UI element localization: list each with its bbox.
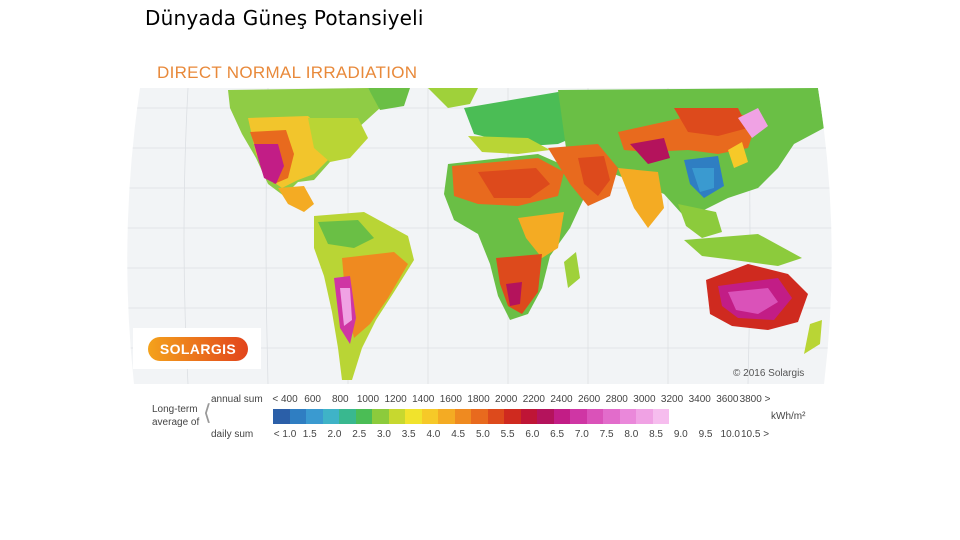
indonesia: [684, 234, 802, 266]
legend-swatch: [487, 409, 504, 424]
annual-tick-label: 800: [331, 394, 349, 405]
legend-caption-line2: average of: [152, 417, 200, 428]
daily-tick-label: < 1.0: [273, 429, 297, 440]
legend-swatch: [388, 409, 405, 424]
legend-swatch: [339, 409, 356, 424]
daily-tick-row: < 1.0 1.5 2.0 2.5 3.0 3.5 4.0 4.5 5.0 5.5 6.0 6.5 7.…: [273, 429, 793, 443]
legend-swatch: [603, 409, 620, 424]
daily-tick-label: 8.5: [649, 429, 663, 440]
daily-tick-label: 2.0: [327, 429, 342, 440]
asia: [548, 88, 824, 238]
annual-tick-label: 3400: [688, 394, 711, 405]
daily-tick-label: 1.5: [302, 429, 317, 440]
annual-tick-label: 1200: [384, 394, 407, 405]
annual-tick-label: 2600: [577, 394, 601, 405]
annual-tick-label: 3200: [660, 394, 684, 405]
australia: [706, 264, 808, 330]
daily-tick-label: 9.5: [698, 429, 713, 440]
annual-tick-label: 3600: [716, 394, 739, 405]
daily-tick-label: 6.0: [525, 429, 540, 440]
daily-tick-label: 5.5: [500, 429, 515, 440]
legend-caption: Long-term average of: [152, 403, 199, 429]
solargis-logo: SOLARGIS: [133, 328, 261, 369]
daily-tick-label: 8.0: [624, 429, 639, 440]
daily-tick-label: 7.5: [599, 429, 614, 440]
south-america: [314, 212, 414, 380]
legend-swatch: [454, 409, 471, 424]
annual-tick-row: < 400 600 800 1000 1200 1400 1600 1800 2000 2200 2…: [272, 394, 793, 408]
legend-swatch: [619, 409, 636, 424]
annual-tick-label: 3800 >: [739, 394, 771, 405]
north-america: [228, 88, 410, 212]
legend-swatch: [570, 409, 587, 424]
legend-swatch: [504, 409, 521, 424]
annual-tick-label: 2000: [495, 394, 518, 405]
africa: [444, 154, 584, 320]
annual-tick-label: 1600: [439, 394, 462, 405]
new-zealand: [804, 320, 822, 354]
daily-sum-label: daily sum: [211, 429, 254, 440]
legend-swatch: [273, 409, 290, 424]
legend-swatch: [553, 409, 570, 424]
daily-tick-label: 10.0: [720, 429, 740, 440]
legend-swatch: [537, 409, 554, 424]
annual-tick-label: 1000: [356, 394, 380, 405]
legend-swatch: [405, 409, 422, 424]
legend-swatch: [438, 409, 455, 424]
daily-tick-label: 4.0: [426, 429, 441, 440]
annual-tick-label: 3000: [633, 394, 656, 405]
logo-text: SOLARGIS: [159, 341, 237, 357]
slide-title: Dünyada Güneş Potansiyeli: [145, 6, 424, 30]
daily-tick-label: 7.0: [574, 429, 589, 440]
daily-tick-label: 6.5: [550, 429, 565, 440]
daily-tick-label: 4.5: [451, 429, 466, 440]
unit-label: kWh/m²: [771, 411, 806, 422]
legend-swatch: [289, 409, 306, 424]
annual-tick-label: 1400: [412, 394, 435, 405]
map-heading: DIRECT NORMAL IRRADIATION: [157, 63, 418, 82]
daily-tick-label: 10.5 >: [740, 429, 770, 440]
legend-swatch: [421, 409, 438, 424]
greenland: [428, 88, 478, 108]
annual-tick-label: 600: [304, 394, 321, 405]
annual-sum-label: annual sum: [211, 394, 263, 405]
legend-swatch: [306, 409, 323, 424]
annual-tick-label: < 400: [272, 394, 298, 405]
daily-tick-label: 3.5: [401, 429, 416, 440]
color-scale-bar: [273, 409, 669, 424]
legend-bracket-icon: ⟨: [203, 400, 212, 425]
annual-tick-label: 2400: [550, 394, 573, 405]
annual-tick-label: 1800: [467, 394, 490, 405]
legend-swatch: [372, 409, 389, 424]
legend-swatch: [586, 409, 603, 424]
annual-tick-label: 2200: [522, 394, 545, 405]
daily-tick-label: 9.0: [673, 429, 688, 440]
legend-swatch: [471, 409, 488, 424]
daily-tick-label: 2.5: [352, 429, 367, 440]
daily-tick-label: 5.0: [475, 429, 490, 440]
copyright-notice: © 2016 Solargis: [733, 368, 805, 379]
annual-tick-label: 2800: [605, 394, 628, 405]
legend-swatch: [520, 409, 537, 424]
europe: [464, 92, 588, 154]
legend-swatch: [652, 409, 669, 424]
legend-caption-line1: Long-term: [152, 404, 198, 415]
legend-swatch: [322, 409, 339, 424]
legend-swatch: [636, 409, 653, 424]
daily-tick-label: 3.0: [376, 429, 391, 440]
legend-swatch: [355, 409, 372, 424]
